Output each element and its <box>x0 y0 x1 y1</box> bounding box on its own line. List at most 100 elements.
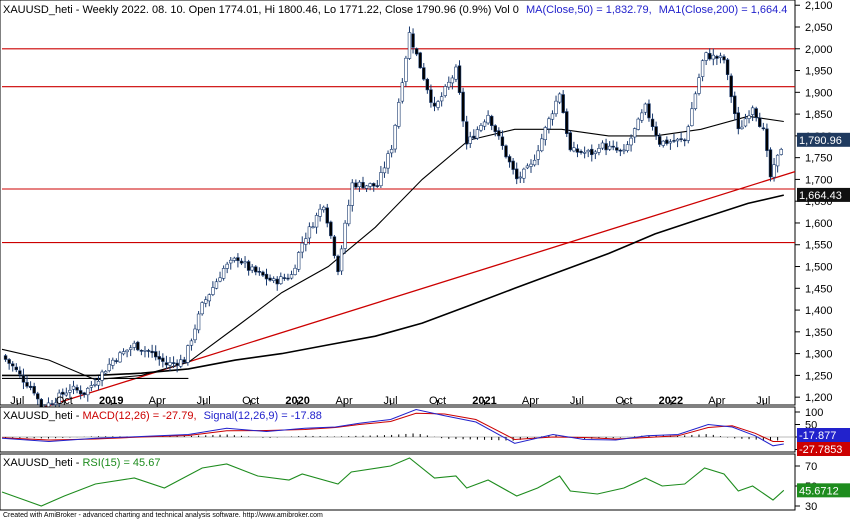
candle-body <box>711 54 716 60</box>
candle-body <box>139 350 144 352</box>
rsi-panel: 305070 45.6712 XAUUSD_heti - RSI(15) = 4… <box>0 453 850 513</box>
candle-body <box>7 359 11 364</box>
candle-body <box>207 294 212 302</box>
candle-body <box>600 142 605 149</box>
candle-body <box>657 136 662 145</box>
candle-body <box>740 126 744 130</box>
x-tick-label: 2020 <box>285 395 309 407</box>
candle-body <box>25 382 29 387</box>
candle-body <box>225 263 229 269</box>
candle-body <box>75 387 79 391</box>
candle-body <box>114 360 119 362</box>
ma50-header-label: MA(Close,50) = 1,832.79, <box>526 4 652 16</box>
candle-body <box>397 102 401 127</box>
candle-body <box>304 238 308 245</box>
candle-body <box>14 366 18 371</box>
candle-body <box>125 349 129 353</box>
macd-tags: -17.877 -27.7853 <box>797 428 850 456</box>
candle-body <box>354 182 358 188</box>
candle-body <box>361 182 365 189</box>
candle-body <box>565 111 569 134</box>
candle-body <box>21 374 26 383</box>
x-tick-label: Apr <box>522 395 539 407</box>
candle-body <box>572 147 576 152</box>
candle-body <box>618 149 623 152</box>
candle-body <box>3 355 8 360</box>
y-tick-label: 1,200 <box>805 392 833 404</box>
candle-body <box>128 347 133 350</box>
candle-body <box>71 385 76 390</box>
macd-y-tick-label: 100 <box>805 407 823 419</box>
candle-body <box>754 108 758 118</box>
candle-body <box>482 121 487 127</box>
y-tick-label: 1,300 <box>805 349 833 361</box>
price-tags: 1,790.96 1,664.43 <box>797 132 850 202</box>
candle-body <box>221 268 226 279</box>
candle-body <box>286 277 290 280</box>
candle-body <box>743 118 748 127</box>
candle-body <box>661 140 665 146</box>
x-tick-label: Oct <box>242 395 259 407</box>
candle-body <box>254 266 258 273</box>
candle-body <box>64 392 69 396</box>
candle-body <box>321 206 326 211</box>
candle-body <box>454 66 458 80</box>
candle-body <box>28 385 33 388</box>
candle-body <box>736 112 741 130</box>
candle-body <box>472 135 476 139</box>
candle-body <box>261 271 265 276</box>
candle-body <box>632 128 637 138</box>
candle-body <box>436 101 440 108</box>
candle-body <box>107 363 111 371</box>
candle-body <box>775 154 780 167</box>
signal-line <box>1 412 784 442</box>
candle-body <box>404 57 408 82</box>
x-tick-label: Jul <box>756 395 770 407</box>
candle-body <box>507 156 512 163</box>
candle-body <box>57 392 61 404</box>
candle-body <box>236 257 240 261</box>
candle-body <box>357 181 362 187</box>
footer-credit: Created with AmiBroker - advanced charti… <box>3 512 323 519</box>
candle-body <box>672 140 676 142</box>
value-tag-label: -27.7853 <box>799 444 842 456</box>
y-tick-label: 1,550 <box>805 240 833 252</box>
candle-body <box>307 226 312 239</box>
candle-body <box>50 403 54 405</box>
candle-body <box>704 52 708 61</box>
x-tick-label: Oct <box>615 395 632 407</box>
candle-body <box>136 341 140 351</box>
candle-body <box>418 52 422 69</box>
candle-body <box>607 145 612 150</box>
candle-body <box>532 159 537 166</box>
rsi-lines <box>1 457 785 507</box>
candle-body <box>196 313 201 331</box>
value-tag-background <box>797 132 850 147</box>
macd-header: XAUUSD_heti - MACD(12,26) = -27.79, Sign… <box>3 410 322 422</box>
candle-body <box>100 371 104 381</box>
candle-body <box>650 118 655 128</box>
candle-body <box>200 302 204 315</box>
candle-body <box>393 125 397 150</box>
candle-body <box>132 342 136 348</box>
candle-body <box>32 386 36 394</box>
candle-body <box>636 118 640 130</box>
y-tick-label: 1,900 <box>805 87 833 99</box>
x-tick-label: Jul <box>197 395 211 407</box>
candle-body <box>279 276 283 284</box>
candle-body <box>654 126 658 137</box>
candle-body <box>518 176 522 179</box>
candle-body <box>214 281 219 289</box>
candle-body <box>314 215 319 228</box>
x-tick-label: Oct <box>429 395 446 407</box>
candle-body <box>540 138 544 152</box>
candle-body <box>146 350 151 352</box>
candle-body <box>36 393 40 400</box>
value-tag-label: 45.6712 <box>799 485 839 497</box>
candle-body <box>683 139 687 142</box>
candle-body <box>629 137 633 146</box>
candle-body <box>479 125 483 131</box>
candle-body <box>318 208 322 217</box>
candle-body <box>329 221 333 237</box>
candle-body <box>561 94 565 114</box>
